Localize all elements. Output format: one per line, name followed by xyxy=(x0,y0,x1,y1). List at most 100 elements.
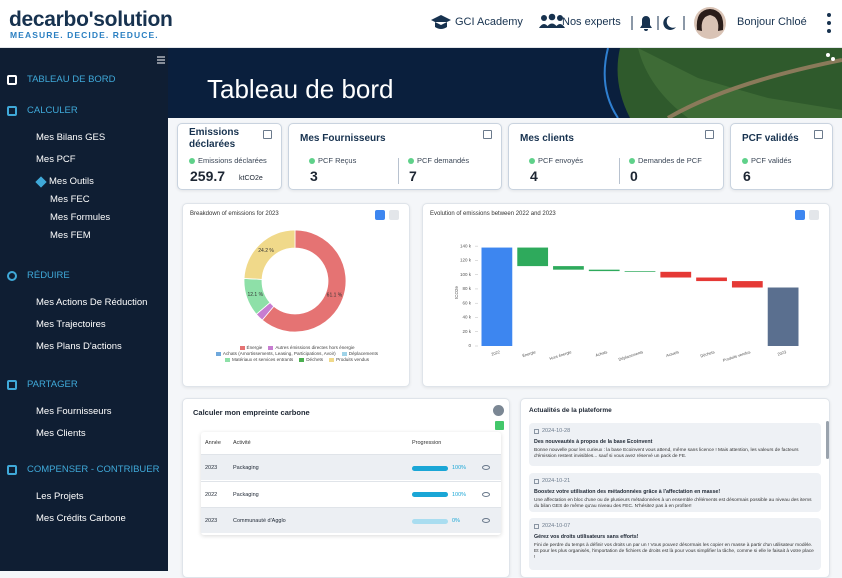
y-tick-label: 100 k xyxy=(460,272,472,277)
stat-icon xyxy=(189,158,195,164)
external-link[interactable] xyxy=(263,130,272,139)
view-button[interactable] xyxy=(482,491,490,497)
panel-title: Calculer mon empreinte carbone xyxy=(193,408,310,417)
x-tick-label: Déchets xyxy=(700,349,716,358)
column-header: Progression xyxy=(412,440,442,446)
section-title[interactable]: TABLEAU DE BORD xyxy=(27,74,116,85)
legend-item: Déchets xyxy=(299,357,323,362)
y-axis-label: tCO2e xyxy=(454,286,459,300)
legend-item: Achats (Amortissements, Leasing, Partici… xyxy=(215,351,336,356)
external-link[interactable] xyxy=(705,130,714,139)
legend-item: Produits vendus xyxy=(329,357,369,362)
card-title: PCF validés xyxy=(742,133,799,144)
cell-year: 2023 xyxy=(205,518,218,524)
stat-value: 3 xyxy=(310,168,318,184)
legend-label: Achats (Amortissements, Leasing, Partici… xyxy=(222,351,336,356)
toggle-view[interactable] xyxy=(493,405,504,416)
cell-activity: Packaging xyxy=(233,491,259,498)
header-icons xyxy=(431,7,831,39)
nav-item[interactable]: Mes Fournisseurs xyxy=(36,406,112,417)
section-title[interactable]: RÉDUIRE xyxy=(27,270,70,281)
stat-label: PCF demandés xyxy=(417,156,470,165)
nav-item[interactable]: Mes Crédits Carbone xyxy=(36,513,126,524)
view-button[interactable] xyxy=(482,518,490,523)
nav-link[interactable]: Nos experts xyxy=(562,16,621,28)
y-tick-label: 60 k xyxy=(462,300,471,305)
external-link[interactable] xyxy=(483,130,492,139)
section-icon xyxy=(7,271,17,281)
menu-dots[interactable] xyxy=(827,13,831,33)
nav-link[interactable]: GCI Academy xyxy=(455,16,523,28)
calculator-panel: Calculer mon empreinte carbone Année Activ… xyxy=(182,398,510,578)
x-tick-label: Produits vendus xyxy=(722,349,751,363)
nav-subitem[interactable]: Mes FEM xyxy=(50,230,91,241)
calendar-icon xyxy=(534,524,539,529)
legend: Énergie Autres émissions directes hors én… xyxy=(197,345,397,362)
news-item[interactable]: 2024-10-07 Gérez vos droits utilisateurs … xyxy=(529,518,821,570)
news-title: Gérez vos droits utilisateurs sans effor… xyxy=(534,534,639,540)
nav-item[interactable]: Mes Clients xyxy=(36,428,86,439)
cell-activity: Communauté d'Agglo xyxy=(233,518,286,524)
nav-subitem[interactable]: Mes FEC xyxy=(50,194,90,205)
calendar-icon xyxy=(534,479,539,484)
section-title[interactable]: CALCULER xyxy=(27,105,78,116)
x-tick-label: 2022 xyxy=(491,349,502,357)
news-item[interactable]: 2024-10-21 Boostez votre utilisation des … xyxy=(529,473,821,512)
stat-value: 7 xyxy=(409,168,417,184)
divider xyxy=(398,158,399,184)
stat-card: Mes Fournisseurs PCF Reçus 3 PCF demandés 7 xyxy=(288,123,502,190)
external-link[interactable] xyxy=(814,130,823,139)
stat-icon xyxy=(408,158,414,164)
stat-value: 6 xyxy=(743,168,751,184)
legend-swatch xyxy=(299,357,305,362)
add-button[interactable] xyxy=(495,421,504,430)
nav-item[interactable]: Mes PCF xyxy=(36,154,76,165)
table-row: 2023 Packaging 100% xyxy=(201,454,501,480)
x-tick-label: 2023 xyxy=(777,349,788,357)
news-body: Une affectation en bloc d'une ou de plus… xyxy=(534,498,812,509)
waterfall-bar xyxy=(588,269,620,272)
legend-swatch xyxy=(224,357,230,362)
legend-item: Énergie xyxy=(239,345,262,350)
progress-label: 100% xyxy=(452,491,467,498)
refresh-button[interactable] xyxy=(375,210,385,220)
logo[interactable]: decarbo'solution xyxy=(9,8,173,31)
news-item[interactable]: 2024-10-28 Des nouveautés à propos de la … xyxy=(529,423,821,466)
legend-label: Déplacements xyxy=(348,351,379,356)
settings-button[interactable] xyxy=(389,210,399,220)
stat-value: 4 xyxy=(530,168,538,184)
banner-image xyxy=(603,48,842,118)
legend-label: Produits vendus xyxy=(336,357,370,362)
section-title[interactable]: PARTAGER xyxy=(27,379,78,390)
nav-item[interactable]: Mes Plans D'actions xyxy=(36,341,122,352)
progress-label: 0% xyxy=(452,518,460,524)
stat-label: PCF envoyés xyxy=(538,156,584,165)
legend-item: Déplacements xyxy=(341,351,379,356)
refresh-button[interactable] xyxy=(795,210,805,220)
sidebar: TABLEAU DE BORD CALCULER Mes Bilans GES Mes… xyxy=(0,48,168,571)
nav-item[interactable]: Mes Bilans GES xyxy=(36,132,106,143)
y-tick-label: 80 k xyxy=(462,286,471,291)
nav-item[interactable]: Mes Actions De Réduction xyxy=(36,297,148,308)
waterfall-bar xyxy=(553,266,584,270)
nav-subitem[interactable]: Mes Formules xyxy=(50,212,111,223)
y-tick-label: 40 k xyxy=(462,315,471,320)
section-icon xyxy=(7,380,17,390)
view-button[interactable] xyxy=(482,465,490,470)
nav-item[interactable]: Mes Trajectoires xyxy=(36,319,106,330)
hamburger[interactable] xyxy=(157,56,167,64)
section-title[interactable]: COMPENSER - CONTRIBUER xyxy=(27,464,160,475)
stat-label: Emissions déclarées xyxy=(198,156,267,165)
settings-button[interactable] xyxy=(809,210,819,220)
chart-title: Breakdown of emissions for 2023 xyxy=(190,211,279,217)
nav-item[interactable]: Les Projets xyxy=(36,491,84,502)
value-label: 61.1 % xyxy=(327,293,343,299)
y-tick-label: 20 k xyxy=(462,329,471,334)
card-title: Mes clients xyxy=(520,133,574,144)
nav-item[interactable]: Mes Outils xyxy=(49,176,94,187)
news-date: 2024-10-07 xyxy=(542,523,571,529)
legend-item: Matériaux et services entrants xyxy=(224,357,293,362)
cell-activity: Packaging xyxy=(233,465,259,471)
x-tick-label: Déplacements xyxy=(618,349,644,362)
